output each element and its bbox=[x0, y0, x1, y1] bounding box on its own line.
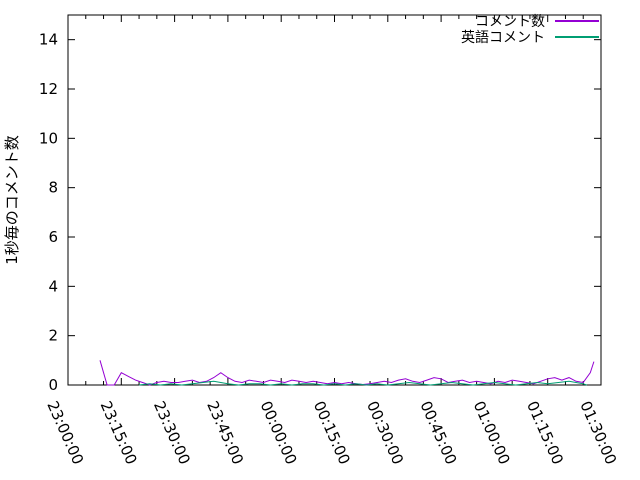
x-tick-label: 23:15:00 bbox=[97, 398, 141, 467]
y-tick-label: 8 bbox=[48, 179, 58, 197]
legend-row-comments: コメント数 bbox=[461, 13, 599, 30]
x-tick-label: 00:15:00 bbox=[310, 398, 354, 467]
y-tick-label: 6 bbox=[48, 228, 58, 246]
x-tick-label: 01:00:00 bbox=[470, 398, 514, 467]
x-tick-label: 01:15:00 bbox=[523, 398, 567, 467]
legend-label-comments: コメント数 bbox=[475, 13, 545, 30]
y-tick-label: 14 bbox=[39, 31, 58, 49]
legend-line-comments-icon bbox=[555, 19, 599, 22]
y-tick-label: 2 bbox=[48, 327, 58, 345]
y-tick-label: 4 bbox=[48, 277, 58, 295]
series-line-english bbox=[139, 380, 587, 386]
x-tick-label: 00:00:00 bbox=[257, 398, 301, 467]
legend: コメント数 英語コメント bbox=[461, 13, 599, 46]
x-tick-label: 01:30:00 bbox=[576, 398, 620, 467]
x-tick-label: 23:00:00 bbox=[43, 398, 87, 467]
legend-label-english: 英語コメント bbox=[461, 29, 545, 46]
y-axis-title: 1秒毎のコメント数 bbox=[3, 135, 21, 265]
legend-line-english-icon bbox=[555, 35, 599, 38]
y-tick-label: 0 bbox=[48, 376, 58, 394]
legend-row-english: 英語コメント bbox=[461, 29, 599, 46]
x-tick-label: 23:30:00 bbox=[150, 398, 194, 467]
y-tick-label: 10 bbox=[39, 129, 58, 147]
axes: 0 2 4 6 8 10 12 14 23:00:00 23:15:00 23:30:00 23:45… bbox=[39, 14, 620, 467]
x-tick-label: 23:45:00 bbox=[203, 398, 247, 467]
x-tick-label: 00:30:00 bbox=[363, 398, 407, 467]
y-tick-label: 12 bbox=[39, 80, 58, 98]
series-line-comments bbox=[99, 360, 595, 386]
x-tick-label: 00:45:00 bbox=[416, 398, 460, 467]
